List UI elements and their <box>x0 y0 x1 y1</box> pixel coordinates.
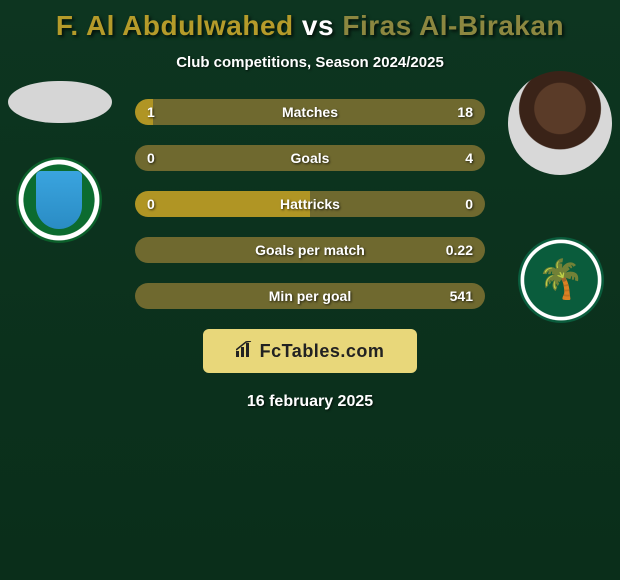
brand-text: FcTables.com <box>260 341 385 362</box>
stat-value-left: 1 <box>147 99 155 125</box>
stat-label: Matches <box>135 99 485 125</box>
stat-row: 1 18Matches <box>135 99 485 125</box>
page-title: F. Al Abdulwahed vs Firas Al-Birakan <box>0 0 620 42</box>
player2-face-icon <box>508 71 612 175</box>
stat-label: Hattricks <box>135 191 485 217</box>
stat-value-right: 541 <box>450 283 473 309</box>
comparison-panel: 🌴 118Matches04Goals00Hattricks0.22Goals … <box>0 99 620 411</box>
date-text: 16 february 2025 <box>0 393 620 411</box>
stat-row: 541Min per goal <box>135 283 485 309</box>
stat-label: Min per goal <box>135 283 485 309</box>
stat-value-right: 18 <box>457 99 473 125</box>
stat-value-left: 0 <box>147 191 155 217</box>
stat-value-right: 0.22 <box>446 237 473 263</box>
title-player1: F. Al Abdulwahed <box>56 10 294 41</box>
stat-label: Goals <box>135 145 485 171</box>
subtitle: Club competitions, Season 2024/2025 <box>0 54 620 71</box>
player1-avatar <box>8 81 112 123</box>
alahli-crest-icon: 🌴 <box>518 237 604 323</box>
palm-icon: 🌴 <box>537 261 584 299</box>
alfateh-crest-icon <box>16 157 102 243</box>
brand-box: FcTables.com <box>203 329 417 373</box>
title-player2: Firas Al-Birakan <box>342 10 564 41</box>
stat-row: 0 0Hattricks <box>135 191 485 217</box>
player2-avatar <box>508 71 612 175</box>
club2-crest: 🌴 <box>518 237 604 323</box>
stat-row: 0.22Goals per match <box>135 237 485 263</box>
stat-value-right: 4 <box>465 145 473 171</box>
chart-icon <box>236 341 254 362</box>
stat-label: Goals per match <box>135 237 485 263</box>
stats-rows: 118Matches04Goals00Hattricks0.22Goals pe… <box>135 99 485 309</box>
stat-row: 0 4Goals <box>135 145 485 171</box>
stat-value-left: 0 <box>147 145 155 171</box>
title-vs: vs <box>302 10 334 41</box>
stat-value-right: 0 <box>465 191 473 217</box>
club1-crest <box>16 157 102 243</box>
